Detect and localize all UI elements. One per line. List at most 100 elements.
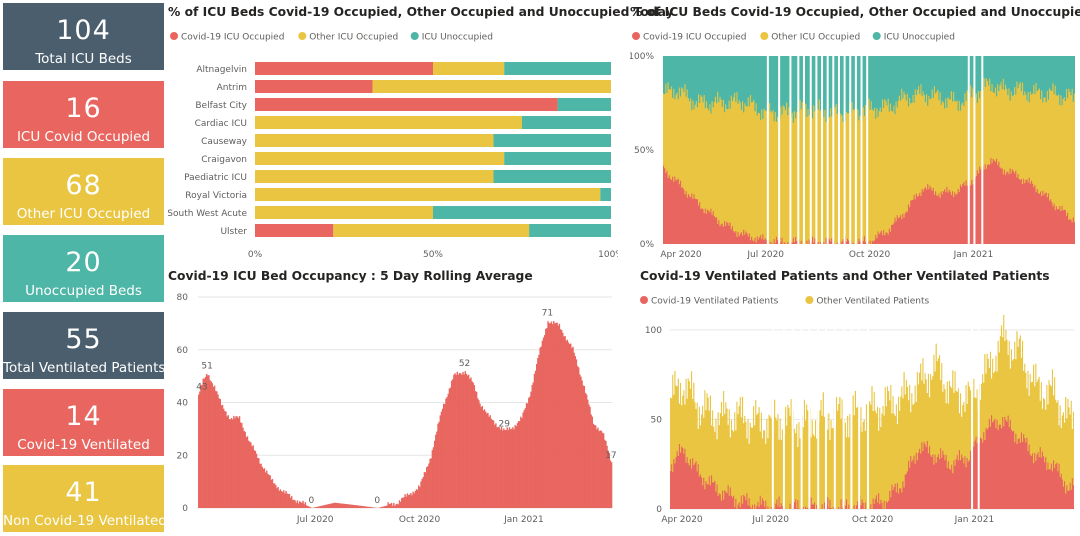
legend-item: ICU Unoccupied — [422, 33, 493, 43]
bar-segment — [255, 62, 433, 75]
x-tick-label: Oct 2020 — [399, 515, 441, 525]
legend-item: Other Ventilated Patients — [816, 297, 929, 307]
data-gap — [801, 323, 803, 509]
legend-marker — [298, 32, 306, 40]
bar-segment — [433, 206, 611, 219]
y-tick-label: 0% — [640, 240, 655, 250]
kpi-label: Total Ventilated Patients — [3, 360, 164, 376]
data-gap — [968, 56, 970, 244]
bar-segment — [494, 134, 611, 147]
legend-marker — [170, 32, 178, 40]
data-gap — [861, 56, 863, 244]
y-tick-label: 80 — [177, 293, 189, 303]
chart-title: % of ICU Beds Covid-19 Occupied, Other O… — [630, 5, 1080, 19]
bar-segment — [522, 116, 611, 129]
data-gap — [767, 56, 769, 244]
kpi-label: Covid-19 Ventilated — [3, 437, 164, 453]
kpi-value: 20 — [3, 247, 164, 278]
bar — [310, 507, 311, 508]
category-label: Cardiac ICU — [195, 119, 247, 129]
y-tick-label: 20 — [177, 451, 189, 461]
data-gap — [815, 56, 817, 244]
y-tick-label: 100 — [645, 326, 662, 336]
bar-segment — [255, 188, 600, 201]
data-gap — [867, 323, 869, 509]
y-tick-label: 0 — [182, 504, 188, 514]
bar-segment — [558, 98, 611, 111]
bar-segment — [494, 170, 611, 183]
category-label: South West Acute — [168, 209, 247, 219]
data-gap — [849, 56, 851, 244]
kpi-value: 16 — [3, 93, 164, 124]
y-tick-label: 50 — [651, 415, 663, 425]
data-gap — [978, 323, 980, 509]
x-tick-label: Oct 2020 — [849, 250, 891, 260]
category-label: Craigavon — [201, 155, 247, 165]
legend-marker — [640, 296, 648, 304]
data-gap — [817, 323, 819, 509]
legend-item: Covid-19 ICU Occupied — [643, 33, 746, 43]
kpi-label: Total ICU Beds — [3, 51, 164, 67]
bar-segment — [255, 134, 494, 147]
y-tick-label: 50% — [634, 146, 654, 156]
x-tick-label: 50% — [423, 250, 443, 260]
data-gap — [778, 56, 780, 244]
kpi-value: 68 — [3, 170, 164, 201]
data-label: 0 — [309, 496, 315, 506]
kpi-value: 104 — [3, 15, 164, 46]
legend-item: ICU Unoccupied — [884, 33, 955, 43]
data-gap — [808, 323, 810, 509]
bar-segment — [255, 170, 494, 183]
data-gap — [789, 56, 791, 244]
bar-segment — [255, 206, 433, 219]
bar-segment — [504, 62, 611, 75]
data-label: 71 — [542, 309, 553, 319]
data-gap — [792, 323, 794, 509]
y-tick-label: 60 — [177, 346, 189, 356]
kpi-value: 41 — [3, 477, 164, 508]
y-tick-label: 40 — [177, 399, 189, 409]
data-gap — [834, 323, 836, 509]
bar-segment — [255, 98, 558, 111]
bar-segment — [255, 224, 333, 237]
legend-item: Covid-19 Ventilated Patients — [651, 297, 779, 307]
data-label: 43 — [196, 383, 207, 393]
x-tick-label: Apr 2020 — [660, 250, 702, 260]
x-tick-label: Jan 2021 — [953, 250, 994, 260]
chart-title: Covid-19 ICU Bed Occupancy : 5 Day Rolli… — [168, 269, 533, 283]
data-label: 52 — [459, 359, 470, 369]
data-label: 17 — [605, 451, 616, 461]
category-label: Ulster — [220, 227, 247, 237]
category-label: Altnagelvin — [196, 65, 247, 75]
data-gap — [827, 56, 829, 244]
bar-segment — [600, 188, 611, 201]
kpi-label: ICU Covid Occupied — [3, 129, 164, 145]
bar-segment — [255, 80, 372, 93]
kpi-card: 41 Non Covid-19 Ventilated — [3, 465, 164, 532]
kpi-label: Non Covid-19 Ventilated — [3, 513, 164, 529]
data-gap — [971, 323, 973, 509]
x-tick-label: 0% — [248, 250, 263, 260]
chart-occupancy-panel: % of ICU Beds Covid-19 Occupied, Other O… — [630, 0, 1078, 265]
data-gap — [843, 323, 845, 509]
bar-segment — [433, 62, 504, 75]
data-gap — [838, 56, 840, 244]
legend-item: Other ICU Occupied — [309, 33, 398, 43]
y-tick-label: 100% — [630, 52, 654, 62]
kpi-value: 55 — [3, 324, 164, 355]
data-gap — [825, 323, 827, 509]
legend-item: Covid-19 ICU Occupied — [181, 33, 284, 43]
x-tick-label: 100% — [598, 250, 618, 260]
chart-ventilated-panel: Covid-19 Ventilated Patients and Other V… — [630, 265, 1078, 532]
data-gap — [850, 323, 852, 509]
bar-segment — [255, 152, 504, 165]
kpi-label: Unoccupied Beds — [3, 283, 164, 299]
bar-segment — [255, 116, 522, 129]
x-tick-label: Jul 2020 — [296, 515, 334, 525]
legend-marker — [873, 32, 881, 40]
chart-ventilated: Covid-19 Ventilated Patients Other Ventil… — [630, 265, 1078, 532]
kpi-card: 55 Total Ventilated Patients — [3, 312, 164, 379]
x-tick-label: Jan 2021 — [503, 515, 544, 525]
